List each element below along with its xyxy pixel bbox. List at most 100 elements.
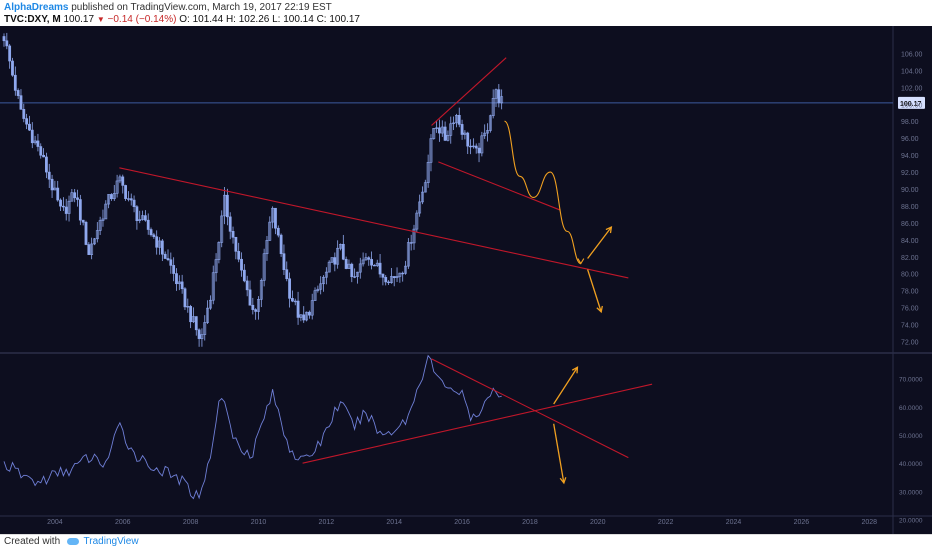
candle-body xyxy=(228,216,232,232)
tradingview-logo-icon xyxy=(66,537,79,545)
candle-body xyxy=(28,123,31,131)
oscillator-pane[interactable] xyxy=(3,354,653,500)
candle-body xyxy=(491,98,495,117)
candle-body xyxy=(138,219,142,222)
candle-body xyxy=(488,115,492,131)
candle-body xyxy=(370,259,373,266)
candle-body xyxy=(194,316,198,331)
price-pane[interactable]: 100.17 xyxy=(0,32,925,347)
candle-body xyxy=(344,258,348,269)
candle-body xyxy=(200,334,204,339)
candle-body xyxy=(257,299,260,312)
candle-body xyxy=(432,128,436,139)
candle-body xyxy=(494,89,498,99)
price-tick-label: 84.00 xyxy=(901,238,919,245)
chart-header: AlphaDreams published on TradingView.com… xyxy=(0,0,932,26)
ohlc-values: O: 101.44 H: 102.26 L: 100.14 C: 100.17 xyxy=(179,14,360,25)
candle-body xyxy=(220,215,224,243)
candle-body xyxy=(64,206,68,214)
candle-body xyxy=(341,243,345,260)
candle-body xyxy=(378,262,382,275)
candle-body xyxy=(172,265,176,274)
candle-body xyxy=(115,180,119,194)
candle-body xyxy=(319,283,323,290)
oscillator-tick-label: 60.0000 xyxy=(899,405,923,412)
candle-body xyxy=(245,280,249,291)
candle-body xyxy=(392,276,396,279)
candle-body xyxy=(330,257,334,263)
candle-body xyxy=(373,264,376,267)
projection-curve-head xyxy=(577,258,585,265)
symbol-label: TVC:DXY, M xyxy=(4,14,61,25)
candle-body xyxy=(406,242,410,267)
candle-body xyxy=(93,238,96,245)
candle-body xyxy=(254,309,258,312)
candle-body xyxy=(259,280,263,300)
oscillator-tick-label: 20.0000 xyxy=(899,518,923,525)
price-trendline xyxy=(438,161,561,211)
candle-body xyxy=(305,311,308,321)
candle-body xyxy=(477,147,481,154)
oscillator-projection-arrow xyxy=(553,366,578,405)
candle-body xyxy=(367,257,371,260)
candle-body xyxy=(2,36,6,42)
tradingview-link[interactable]: TradingView xyxy=(83,536,139,547)
candle-body xyxy=(56,187,60,201)
candle-body xyxy=(166,258,170,261)
time-tick-label: 2008 xyxy=(183,519,199,526)
candle-body xyxy=(84,221,88,245)
price-tick-label: 78.00 xyxy=(901,289,919,296)
candle-body xyxy=(299,314,303,318)
candle-body xyxy=(5,40,9,47)
candle-body xyxy=(209,299,212,309)
chart-svg[interactable]: 100.17 106.00 104.00 102.00 100.00 98.00 96.0… xyxy=(0,26,932,534)
price-tick-label: 106.00 xyxy=(901,51,923,58)
candle-body xyxy=(480,135,484,154)
candle-body xyxy=(19,95,23,110)
price-tick-label: 96.00 xyxy=(901,136,919,143)
candle-body xyxy=(73,192,77,199)
candle-body xyxy=(237,251,241,260)
candle-body xyxy=(251,304,255,310)
candle-body xyxy=(90,243,94,255)
candle-body xyxy=(310,300,314,316)
oscillator-projection-arrow-head xyxy=(571,366,579,374)
created-with-label: Created with xyxy=(4,536,61,547)
oscillator-tick-label: 70.0000 xyxy=(899,377,923,384)
candle-body xyxy=(285,269,289,280)
oscillator-tick-label: 30.0000 xyxy=(899,489,923,496)
candle-body xyxy=(177,281,181,285)
candle-body xyxy=(347,263,351,269)
candle-body xyxy=(322,276,325,285)
candle-body xyxy=(375,262,379,266)
candle-body xyxy=(104,203,108,220)
candle-body xyxy=(110,194,113,200)
candle-body xyxy=(112,192,116,200)
author-link[interactable]: AlphaDreams xyxy=(4,2,69,13)
candle-body xyxy=(268,221,272,241)
candle-body xyxy=(336,247,340,265)
candle-body xyxy=(307,311,311,316)
candle-body xyxy=(497,89,501,104)
publish-line: AlphaDreams published on TradingView.com… xyxy=(4,2,332,13)
candle-body xyxy=(240,258,243,271)
candle-body xyxy=(53,187,57,191)
candle-body xyxy=(446,134,450,141)
time-tick-label: 2004 xyxy=(47,519,63,526)
chart-area[interactable]: 100.17 106.00 104.00 102.00 100.00 98.00 96.0… xyxy=(0,26,932,534)
candle-body xyxy=(180,281,184,290)
price-trendline xyxy=(431,57,507,126)
candle-body xyxy=(296,300,300,318)
candle-body xyxy=(30,129,34,144)
time-tick-label: 2020 xyxy=(590,519,606,526)
candle-body xyxy=(81,219,85,223)
candle-body xyxy=(409,242,413,244)
candle-body xyxy=(47,171,51,180)
candle-body xyxy=(121,176,125,186)
oscillator-trendline xyxy=(431,358,629,459)
candle-body xyxy=(471,145,475,148)
candle-body xyxy=(395,276,399,279)
candle-body xyxy=(225,194,229,218)
candle-body xyxy=(107,194,111,205)
